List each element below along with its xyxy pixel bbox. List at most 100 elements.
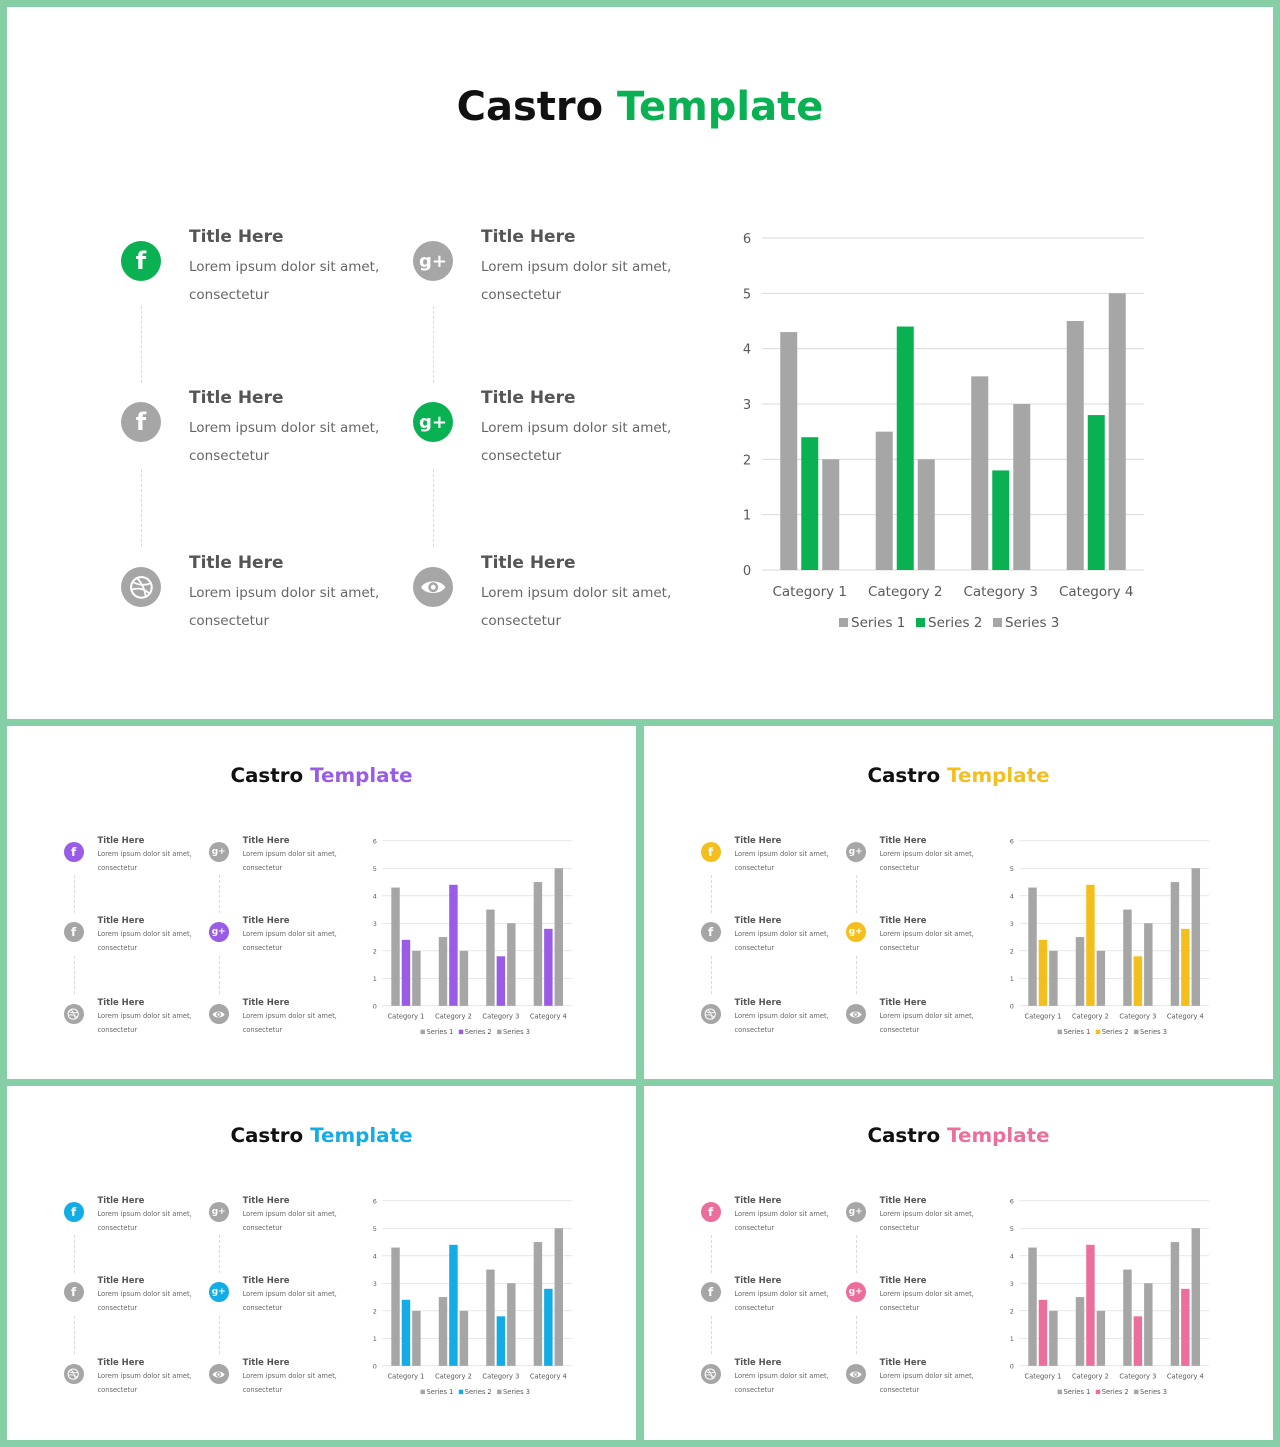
connector-line bbox=[141, 306, 142, 383]
eye-icon[interactable] bbox=[845, 1004, 866, 1025]
y-tick-label: 0 bbox=[743, 564, 751, 579]
facebook-icon[interactable]: f bbox=[700, 1282, 721, 1303]
y-tick-label: 4 bbox=[743, 343, 751, 358]
google-plus-icon[interactable]: g+ bbox=[413, 241, 453, 281]
eye-icon[interactable] bbox=[413, 567, 453, 607]
dribbble-icon[interactable] bbox=[63, 1364, 84, 1385]
bar bbox=[1086, 1244, 1095, 1366]
bar bbox=[486, 1269, 495, 1366]
legend-label: Series 1 bbox=[426, 1028, 453, 1036]
bar bbox=[554, 868, 564, 1006]
feature-title: Title Here bbox=[734, 1195, 782, 1206]
facebook-icon[interactable]: f bbox=[63, 1202, 84, 1223]
y-tick-label: 3 bbox=[1010, 1280, 1014, 1288]
google-plus-icon[interactable]: g+ bbox=[845, 1202, 866, 1223]
connector-line bbox=[73, 955, 75, 995]
bar bbox=[1086, 884, 1095, 1006]
bar bbox=[1096, 1310, 1106, 1366]
y-tick-label: 6 bbox=[1010, 837, 1014, 845]
x-tick-label: Category 3 bbox=[1119, 1013, 1156, 1021]
title-castro: Castro bbox=[456, 84, 618, 130]
google-plus-icon[interactable]: g+ bbox=[208, 842, 229, 863]
feature-description: Lorem ipsum dolor sit amet, consectetur bbox=[879, 1210, 974, 1233]
legend-swatch bbox=[1057, 1389, 1062, 1395]
bar bbox=[438, 937, 448, 1006]
feature-title: Title Here bbox=[242, 835, 290, 846]
x-tick-label: Category 3 bbox=[963, 584, 1038, 600]
title-castro: Castro bbox=[867, 1123, 948, 1147]
bar bbox=[1066, 321, 1084, 570]
facebook-icon[interactable]: f bbox=[63, 922, 84, 943]
feature-title: Title Here bbox=[481, 227, 576, 247]
eye-icon[interactable] bbox=[208, 1004, 229, 1025]
legend-label: Series 2 bbox=[1102, 1388, 1129, 1396]
connector-line bbox=[73, 1315, 75, 1355]
feature-description: Lorem ipsum dolor sit amet, consectetur bbox=[242, 850, 337, 873]
google-plus-icon[interactable]: g+ bbox=[208, 922, 229, 943]
facebook-icon[interactable]: f bbox=[63, 1282, 84, 1303]
feature-title: Title Here bbox=[481, 388, 576, 408]
legend-swatch bbox=[458, 1389, 464, 1395]
eye-icon[interactable] bbox=[845, 1364, 866, 1385]
bar bbox=[1075, 937, 1085, 1006]
dribbble-icon[interactable] bbox=[121, 567, 161, 607]
y-tick-label: 4 bbox=[1010, 892, 1014, 900]
y-tick-label: 3 bbox=[373, 1280, 377, 1288]
feature-description: Lorem ipsum dolor sit amet, consectetur bbox=[97, 850, 192, 873]
title-template: Template bbox=[310, 1123, 413, 1147]
google-plus-icon[interactable]: g+ bbox=[845, 1282, 866, 1303]
y-tick-label: 3 bbox=[373, 920, 377, 928]
dribbble-icon[interactable] bbox=[700, 1004, 721, 1025]
google-plus-icon[interactable]: g+ bbox=[845, 922, 866, 943]
connector-line bbox=[218, 1315, 220, 1355]
feature-description: Lorem ipsum dolor sit amet, consectetur bbox=[481, 259, 672, 303]
bar bbox=[1013, 404, 1031, 570]
feature-title: Title Here bbox=[97, 1275, 145, 1286]
connector-line bbox=[855, 1234, 857, 1273]
feature-description: Lorem ipsum dolor sit amet, consectetur bbox=[879, 1012, 974, 1035]
title-template: Template bbox=[617, 84, 824, 130]
feature-description: Lorem ipsum dolor sit amet, consectetur bbox=[879, 1290, 974, 1313]
y-tick-label: 5 bbox=[373, 1225, 377, 1233]
title-castro: Castro bbox=[867, 763, 948, 787]
y-tick-label: 5 bbox=[1010, 865, 1014, 873]
facebook-icon[interactable]: f bbox=[121, 241, 161, 281]
feature-description: Lorem ipsum dolor sit amet, consectetur bbox=[242, 1210, 337, 1233]
google-plus-icon[interactable]: g+ bbox=[208, 1282, 229, 1303]
bar bbox=[1049, 950, 1058, 1006]
bar bbox=[1133, 956, 1143, 1006]
y-tick-label: 1 bbox=[1010, 1335, 1014, 1343]
x-tick-label: Category 4 bbox=[530, 1013, 567, 1021]
feature-description: Lorem ipsum dolor sit amet, consectetur bbox=[879, 850, 974, 873]
connector-line bbox=[855, 874, 857, 913]
eye-icon[interactable] bbox=[208, 1364, 229, 1385]
bar bbox=[1049, 1310, 1058, 1366]
bar-chart: 0 1 2 3 4 5 6 Category 1 Category 2 Category 3 Cat… bbox=[373, 1197, 573, 1396]
legend-label: Series 1 bbox=[1063, 1388, 1090, 1396]
connector-line bbox=[73, 1234, 75, 1273]
google-plus-icon[interactable]: g+ bbox=[845, 842, 866, 863]
bar bbox=[1170, 1242, 1180, 1366]
facebook-icon[interactable]: f bbox=[121, 402, 161, 442]
facebook-icon[interactable]: f bbox=[700, 1202, 721, 1223]
google-plus-icon[interactable]: g+ bbox=[413, 402, 453, 442]
feature-description: Lorem ipsum dolor sit amet, consectetur bbox=[189, 259, 380, 303]
facebook-icon[interactable]: f bbox=[700, 922, 721, 943]
feature-description: Lorem ipsum dolor sit amet, consectetur bbox=[189, 420, 380, 464]
legend-swatch bbox=[497, 1029, 502, 1035]
facebook-icon[interactable]: f bbox=[63, 842, 84, 863]
legend-swatch bbox=[916, 618, 925, 627]
google-plus-icon[interactable]: g+ bbox=[208, 1202, 229, 1223]
slide-title: Castro Template bbox=[7, 762, 636, 790]
connector-line bbox=[710, 874, 712, 913]
y-tick-label: 5 bbox=[743, 287, 751, 302]
bar bbox=[1181, 1288, 1190, 1366]
y-tick-label: 4 bbox=[373, 892, 377, 900]
y-tick-label: 2 bbox=[743, 453, 751, 468]
legend-label: Series 3 bbox=[1140, 1028, 1167, 1036]
facebook-icon[interactable]: f bbox=[700, 842, 721, 863]
dribbble-icon[interactable] bbox=[700, 1364, 721, 1385]
dribbble-icon[interactable] bbox=[63, 1004, 84, 1025]
slide-title: Castro Template bbox=[644, 762, 1273, 790]
bar bbox=[544, 928, 553, 1006]
